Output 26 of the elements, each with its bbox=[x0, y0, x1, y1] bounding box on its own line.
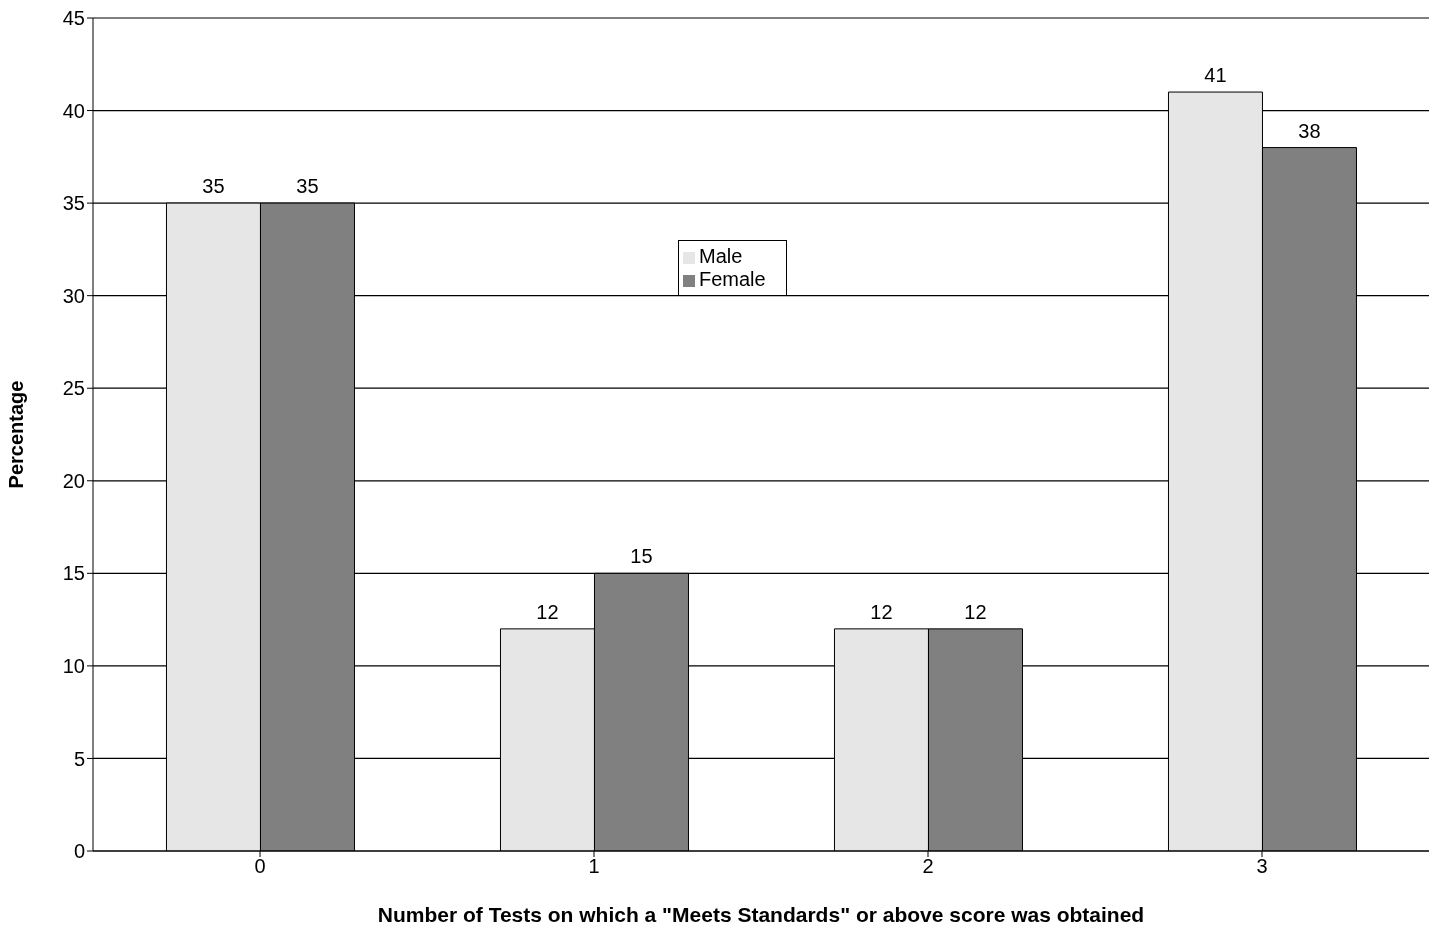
y-tick-label: 35 bbox=[62, 192, 85, 215]
y-axis-title: Percentage bbox=[5, 380, 28, 489]
y-tick-label: 45 bbox=[62, 7, 85, 30]
y-tick-label: 0 bbox=[73, 840, 85, 863]
y-tick-label: 5 bbox=[73, 747, 85, 770]
data-label: 35 bbox=[202, 175, 225, 198]
y-tick-label: 15 bbox=[62, 562, 85, 585]
data-label: 35 bbox=[296, 175, 319, 198]
y-tick-label: 30 bbox=[62, 284, 85, 307]
data-label: 38 bbox=[1298, 119, 1321, 142]
data-label: 41 bbox=[1204, 64, 1227, 87]
data-label: 12 bbox=[964, 600, 987, 623]
x-axis-title: Number of Tests on which a "Meets Standards" or above score was obtained bbox=[377, 903, 1145, 926]
y-tick-label: 25 bbox=[62, 377, 85, 400]
y-tick-label: 20 bbox=[62, 469, 85, 492]
x-tick-label: 3 bbox=[1256, 855, 1268, 878]
legend-label: Female bbox=[699, 268, 766, 290]
data-label: 15 bbox=[630, 545, 653, 568]
x-tick-label: 2 bbox=[922, 855, 934, 878]
data-label: 12 bbox=[870, 600, 893, 623]
x-tick-label: 1 bbox=[588, 855, 600, 878]
data-label: 12 bbox=[536, 600, 559, 623]
legend-label: Male bbox=[699, 245, 743, 267]
y-tick-label: 40 bbox=[62, 99, 85, 122]
x-tick-label: 0 bbox=[254, 855, 266, 878]
y-tick-label: 10 bbox=[62, 654, 85, 677]
